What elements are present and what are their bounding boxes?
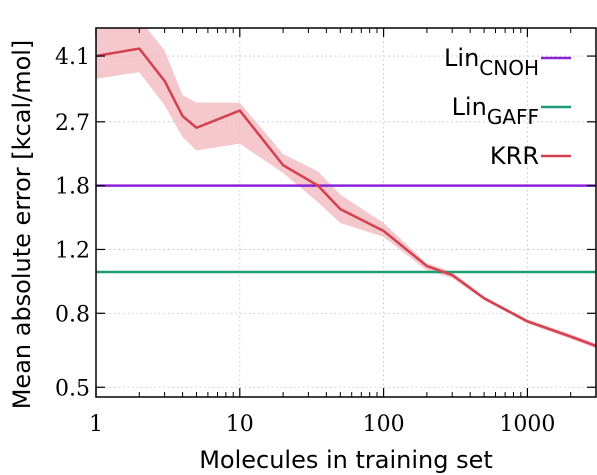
y-tick-label: 4.1 — [55, 45, 90, 70]
x-tick-label: 1000 — [499, 412, 555, 437]
y-tick-label: 0.8 — [55, 302, 90, 327]
series-lines — [96, 47, 596, 348]
legend-label-subscript: CNOH — [479, 56, 539, 80]
ticks: 1 10 100 1000 0.5 0.8 1.2 1.8 2.7 4.1 — [55, 28, 597, 437]
confidence-bands — [96, 28, 596, 349]
legend-label-main: Lin — [452, 93, 487, 121]
plot-frame — [95, 27, 597, 398]
legend-label-main: Lin — [444, 44, 479, 72]
y-axis-label: Mean absolute error [kcal/mol] — [8, 40, 36, 410]
y-tick-label: 1.2 — [55, 238, 90, 263]
x-tick-label: 1 — [89, 412, 103, 437]
x-tick-label: 10 — [226, 412, 254, 437]
legend-label-subscript: GAFF — [487, 105, 539, 129]
series-line-krr — [96, 47, 596, 348]
y-tick-label: 2.7 — [55, 111, 90, 136]
x-axis-label: Molecules in training set — [199, 446, 493, 474]
legend-label-main: KRR — [490, 142, 539, 170]
x-tick-label: 100 — [363, 412, 405, 437]
legend-label-krr: KRR — [490, 142, 539, 170]
legend-label-lincnoh: LinCNOH — [444, 44, 539, 80]
series-band-krr — [96, 28, 596, 349]
legend-label-lingaff: LinGAFF — [452, 93, 539, 129]
y-tick-label: 0.5 — [55, 376, 90, 401]
y-tick-label: 1.8 — [55, 175, 90, 200]
